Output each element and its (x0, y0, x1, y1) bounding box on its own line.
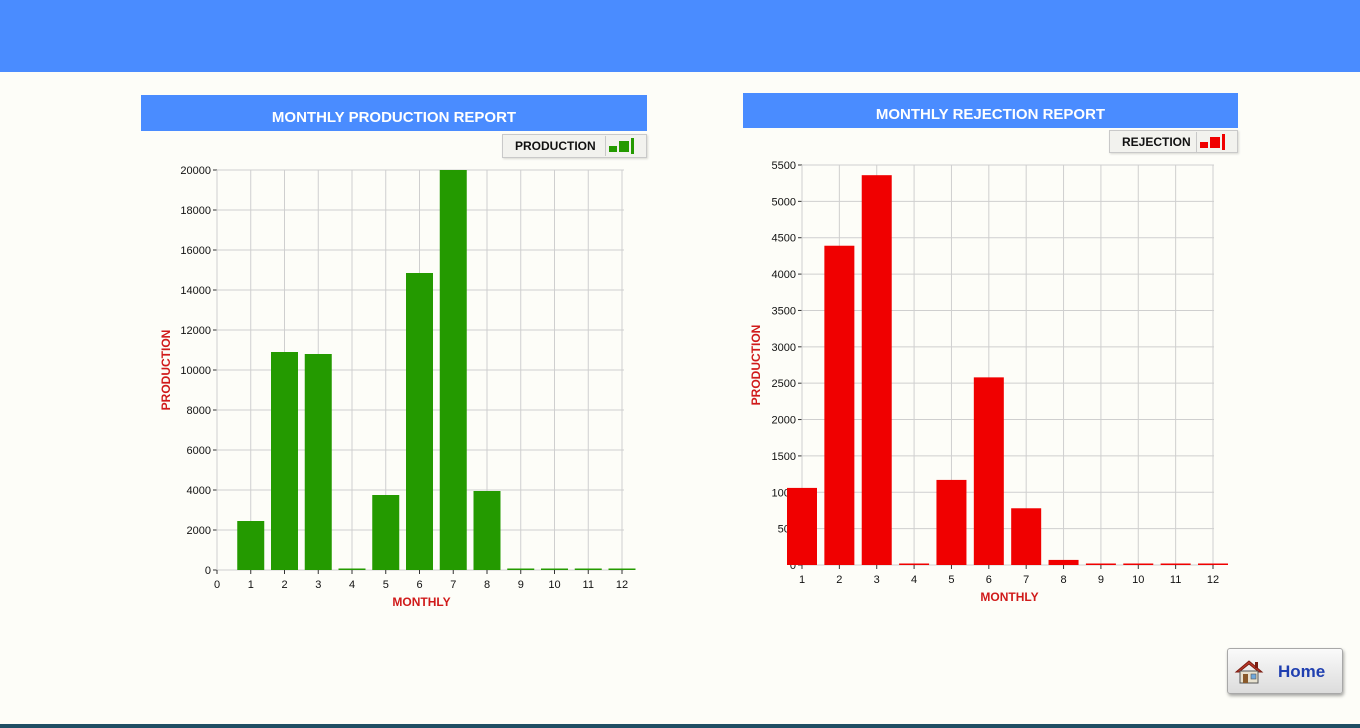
bottom-border (0, 724, 1360, 728)
production-bar-month-11 (574, 568, 602, 570)
y-tick-label: 8000 (187, 405, 211, 417)
x-tick-label: 6 (986, 574, 992, 586)
rejection-y-axis-label: PRODUCTION (749, 325, 763, 406)
production-legend-label: PRODUCTION (515, 139, 596, 153)
y-tick-label: 5500 (772, 160, 796, 172)
rejection-bar-month-10 (1123, 563, 1154, 565)
x-tick-label: 7 (1023, 574, 1029, 586)
y-tick-label: 2000 (187, 525, 211, 537)
y-tick-label: 1500 (772, 451, 796, 463)
x-tick-label: 9 (1098, 574, 1104, 586)
production-bar-month-7 (439, 170, 467, 570)
x-tick-label: 4 (911, 574, 917, 586)
x-tick-label: 10 (1132, 574, 1144, 586)
x-tick-label: 10 (548, 579, 560, 591)
x-tick-label: 8 (1060, 574, 1066, 586)
rejection-legend-label: REJECTION (1122, 135, 1191, 149)
x-tick-label: 11 (583, 579, 594, 591)
production-bar-month-6 (406, 273, 433, 570)
rejection-chart-title: MONTHLY REJECTION REPORT (743, 93, 1238, 128)
rejection-bar-month-11 (1160, 563, 1191, 565)
production-bar-month-9 (507, 568, 535, 570)
y-tick-label: 3500 (772, 305, 796, 317)
x-tick-label: 1 (799, 574, 805, 586)
y-tick-label: 6000 (187, 445, 211, 457)
house-icon (1234, 659, 1264, 690)
y-tick-label: 2000 (772, 415, 796, 427)
y-tick-label: 4000 (187, 485, 211, 497)
rejection-bar-month-4 (899, 563, 930, 565)
y-tick-label: 16000 (180, 245, 211, 257)
production-bar-month-12 (608, 568, 636, 570)
x-tick-label: 12 (616, 579, 628, 591)
rejection-bar-month-3 (861, 175, 892, 565)
y-tick-label: 4500 (772, 233, 796, 245)
x-tick-label: 11 (1170, 574, 1181, 586)
y-tick-label: 2500 (772, 378, 796, 390)
production-x-axis-label: MONTHLY (392, 595, 450, 609)
top-header-bar (0, 0, 1360, 72)
production-bar-month-2 (271, 352, 298, 570)
rejection-bar-month-9 (1085, 563, 1116, 565)
rejection-x-axis-label: MONTHLY (980, 590, 1038, 604)
y-tick-label: 4000 (772, 269, 796, 281)
home-button-label: Home (1278, 662, 1326, 681)
legend-bar-swatch-icon (1196, 132, 1233, 152)
x-tick-label: 12 (1207, 574, 1219, 586)
x-tick-label: 5 (383, 579, 389, 591)
y-tick-label: 12000 (180, 325, 211, 337)
rejection-bar-month-2 (824, 245, 855, 565)
x-tick-label: 9 (518, 579, 524, 591)
rejection-bar-month-1 (787, 487, 817, 565)
x-tick-label: 5 (948, 574, 954, 586)
production-chart-title: MONTHLY PRODUCTION REPORT (141, 95, 647, 131)
y-tick-label: 18000 (180, 205, 211, 217)
production-bar-month-8 (473, 491, 501, 570)
rejection-bar-month-8 (1048, 559, 1079, 565)
y-tick-label: 5000 (772, 196, 796, 208)
production-bar-month-10 (541, 568, 568, 570)
x-tick-label: 4 (349, 579, 355, 591)
rejection-bar-month-6 (973, 377, 1004, 565)
x-tick-label: 0 (214, 579, 220, 591)
production-bar-month-5 (372, 495, 400, 570)
production-bar-month-3 (304, 354, 332, 570)
x-tick-label: 3 (874, 574, 880, 586)
y-tick-label: 20000 (180, 165, 211, 177)
x-tick-label: 8 (484, 579, 490, 591)
rejection-bar-month-5 (936, 479, 967, 565)
production-legend[interactable]: PRODUCTION (502, 134, 647, 158)
y-tick-label: 0 (205, 565, 211, 577)
x-tick-label: 2 (836, 574, 842, 586)
x-tick-label: 3 (315, 579, 321, 591)
rejection-legend[interactable]: REJECTION (1109, 130, 1238, 153)
legend-bar-swatch-icon (605, 136, 642, 156)
rejection-bar-month-7 (1011, 508, 1042, 565)
y-tick-label: 14000 (180, 285, 211, 297)
y-tick-label: 10000 (180, 365, 211, 377)
production-bar-month-1 (237, 521, 265, 570)
x-tick-label: 1 (248, 579, 254, 591)
y-tick-label: 0 (790, 560, 796, 572)
rejection-bar-month-12 (1198, 563, 1228, 565)
x-tick-label: 6 (416, 579, 422, 591)
production-bar-month-4 (338, 568, 366, 570)
x-tick-label: 2 (281, 579, 287, 591)
home-button[interactable]: Home (1227, 648, 1343, 694)
x-tick-label: 7 (450, 579, 456, 591)
y-tick-label: 3000 (772, 342, 796, 354)
production-y-axis-label: PRODUCTION (159, 330, 173, 411)
